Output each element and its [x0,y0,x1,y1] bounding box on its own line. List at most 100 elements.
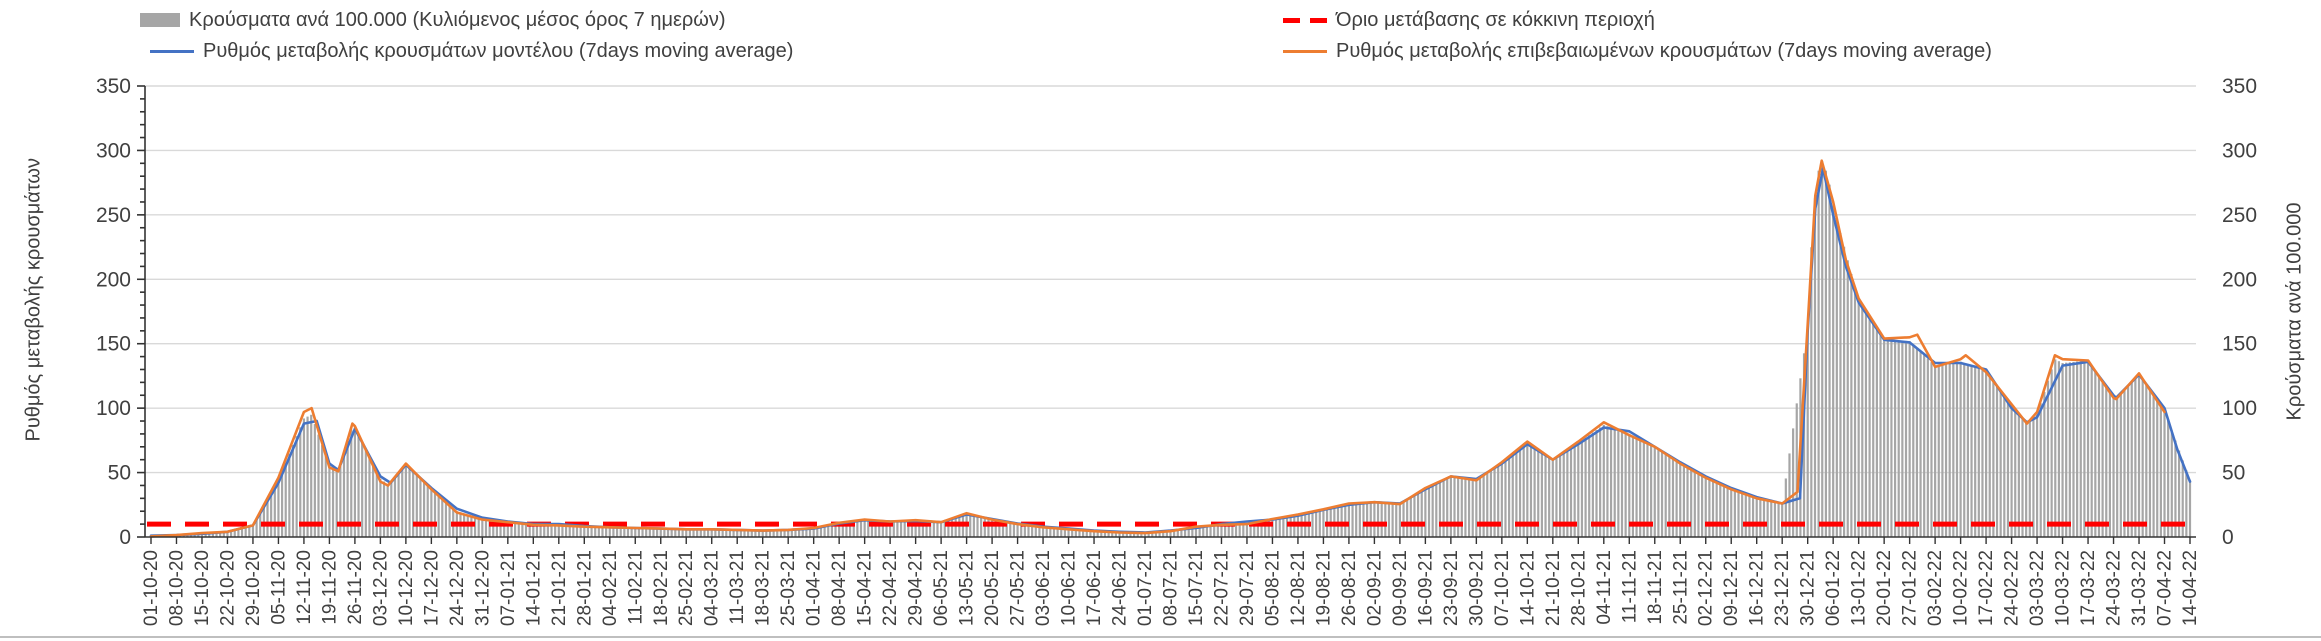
svg-text:10-02-22: 10-02-22 [1951,550,1972,626]
svg-text:27-01-22: 27-01-22 [1900,550,1921,626]
svg-text:24-02-22: 24-02-22 [2002,550,2023,626]
svg-text:22-07-21: 22-07-21 [1211,550,1232,626]
svg-text:05-11-20: 05-11-20 [268,550,289,625]
svg-text:15-07-21: 15-07-21 [1186,550,1207,626]
svg-text:29-04-21: 29-04-21 [906,550,927,626]
svg-text:0: 0 [119,526,131,549]
svg-text:50: 50 [108,462,131,485]
svg-text:01-10-20: 01-10-20 [141,550,162,626]
svg-text:09-09-21: 09-09-21 [1390,550,1411,626]
legend-item-confirmed-line: Ρυθμός μεταβολής επιβεβαιωμένων κρουσμάτ… [1283,40,1992,62]
svg-text:31-12-20: 31-12-20 [472,550,493,626]
svg-text:01-04-21: 01-04-21 [804,550,825,626]
svg-text:200: 200 [96,268,131,291]
svg-text:17-02-22: 17-02-22 [1976,550,1997,626]
svg-text:17-03-22: 17-03-22 [2078,550,2099,626]
right-y-tick-label: 300 [2222,139,2257,162]
right-y-tick-label: 250 [2222,204,2257,227]
right-y-tick-label: 0 [2222,526,2234,549]
svg-text:11-02-21: 11-02-21 [625,550,646,625]
svg-text:26-11-20: 26-11-20 [345,550,366,625]
confirmed-line-icon [1283,49,1327,53]
y-axis [137,85,146,538]
svg-text:16-09-21: 16-09-21 [1415,550,1436,626]
right-y-tick-label: 200 [2222,268,2257,291]
bar-swatch-icon [140,13,180,27]
legend-label-threshold: Όριο μετάβασης σε κόκκινη περιοχή [1336,9,1655,31]
svg-text:14-01-21: 14-01-21 [523,550,544,626]
svg-text:14-04-22: 14-04-22 [2180,550,2201,626]
svg-text:03-06-21: 03-06-21 [1033,550,1054,626]
svg-text:15-04-21: 15-04-21 [855,550,876,626]
legend-label-cases-per-100k: Κρούσματα ανά 100.000 (Κυλιόμενος μέσος … [189,9,726,31]
svg-text:11-11-21: 11-11-21 [1619,550,1640,623]
svg-text:12-08-21: 12-08-21 [1288,550,1309,626]
svg-text:08-10-20: 08-10-20 [166,550,187,626]
svg-text:21-10-21: 21-10-21 [1543,550,1564,626]
x-tick-labels: 01-10-20 08-10-20 15-10-20 22-10-20 29-10-20… [141,550,2201,626]
svg-text:250: 250 [96,204,131,227]
svg-text:29-07-21: 29-07-21 [1237,550,1258,626]
legend-item-threshold: Όριο μετάβασης σε κόκκινη περιοχή [1283,9,1655,31]
svg-text:07-01-21: 07-01-21 [498,550,519,626]
svg-text:04-03-21: 04-03-21 [702,550,723,626]
svg-text:22-10-20: 22-10-20 [217,550,238,626]
svg-text:25-02-21: 25-02-21 [676,550,697,626]
right-y-tick-label: 150 [2222,333,2257,356]
right-y-tick-label: 50 [2222,462,2245,485]
svg-text:21-01-21: 21-01-21 [549,550,570,626]
svg-text:16-12-21: 16-12-21 [1747,550,1768,626]
svg-text:25-03-21: 25-03-21 [778,550,799,626]
confirmed-line [149,159,2166,538]
right-y-tick-label: 100 [2222,397,2257,420]
x-axis [145,536,2196,544]
y-tick-labels: 0 0 50 50 100 100 150 150 200 200 250 250 300 300 350 3… [96,75,2257,549]
svg-text:13-05-21: 13-05-21 [957,550,978,626]
svg-text:10-12-20: 10-12-20 [396,550,417,626]
svg-text:24-12-20: 24-12-20 [447,550,468,626]
svg-text:04-11-21: 04-11-21 [1594,550,1615,625]
svg-text:07-10-21: 07-10-21 [1492,550,1513,626]
svg-text:15-10-20: 15-10-20 [192,550,213,626]
svg-text:01-07-21: 01-07-21 [1135,550,1156,626]
svg-text:18-02-21: 18-02-21 [651,550,672,626]
svg-text:31-03-22: 31-03-22 [2129,550,2150,626]
svg-text:28-10-21: 28-10-21 [1568,550,1589,626]
case-bars [149,161,2192,538]
svg-text:28-01-21: 28-01-21 [574,550,595,626]
legend-item-cases-per-100k: Κρούσματα ανά 100.000 (Κυλιόμενος μέσος … [140,9,726,31]
svg-text:05-08-21: 05-08-21 [1262,550,1283,626]
svg-text:08-04-21: 08-04-21 [829,550,850,626]
svg-text:24-06-21: 24-06-21 [1110,550,1131,626]
svg-text:03-03-22: 03-03-22 [2027,550,2048,626]
svg-text:26-08-21: 26-08-21 [1339,550,1360,626]
svg-text:08-07-21: 08-07-21 [1161,550,1182,626]
svg-text:29-10-20: 29-10-20 [243,550,264,626]
svg-text:06-05-21: 06-05-21 [931,550,952,626]
svg-text:20-05-21: 20-05-21 [982,550,1003,626]
svg-text:10-03-22: 10-03-22 [2053,550,2074,626]
svg-text:10-06-21: 10-06-21 [1059,550,1080,626]
model-line-icon [150,49,194,53]
threshold-dash-icon [1283,17,1327,23]
svg-text:04-02-21: 04-02-21 [600,550,621,626]
svg-text:23-12-21: 23-12-21 [1772,550,1793,626]
svg-text:18-03-21: 18-03-21 [753,550,774,626]
svg-text:24-03-22: 24-03-22 [2104,550,2125,626]
svg-text:22-04-21: 22-04-21 [880,550,901,626]
svg-text:20-01-22: 20-01-22 [1874,550,1895,626]
svg-text:13-01-22: 13-01-22 [1849,550,1870,626]
legend-label-model-line: Ρυθμός μεταβολής κρουσμάτων μοντέλου (7d… [203,40,794,62]
svg-text:09-12-21: 09-12-21 [1721,550,1742,626]
svg-text:19-08-21: 19-08-21 [1313,550,1334,626]
svg-text:14-10-21: 14-10-21 [1517,550,1538,626]
svg-text:25-11-21: 25-11-21 [1670,550,1691,625]
svg-text:300: 300 [96,139,131,162]
svg-text:100: 100 [96,397,131,420]
svg-text:27-05-21: 27-05-21 [1008,550,1029,626]
svg-text:150: 150 [96,333,131,356]
svg-text:11-03-21: 11-03-21 [727,550,748,625]
svg-text:30-09-21: 30-09-21 [1466,550,1487,626]
svg-text:02-12-21: 02-12-21 [1696,550,1717,626]
svg-text:19-11-20: 19-11-20 [319,550,340,625]
